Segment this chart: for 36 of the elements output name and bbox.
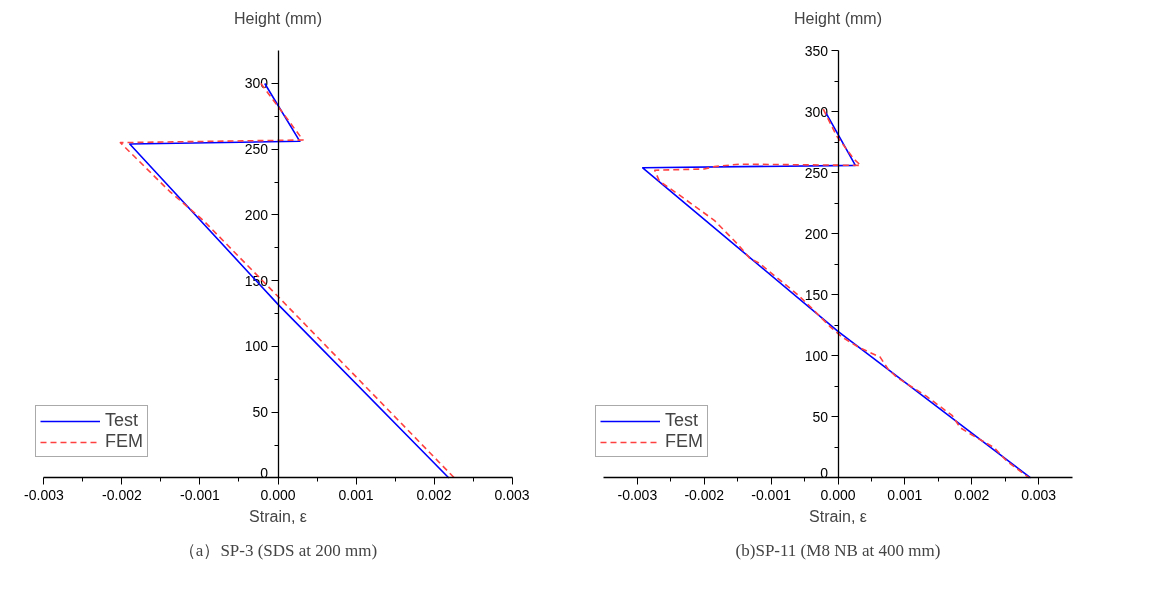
- x-tick-label: 0.001: [887, 486, 923, 503]
- legend-label: Test: [105, 410, 139, 432]
- x-tick-label: 0.003: [494, 486, 530, 503]
- y-tick-label: 50: [812, 408, 829, 425]
- text: （a）SP-3 (SDS at 200 mm): [178, 540, 378, 560]
- x-tick-label: 0.003: [1021, 486, 1057, 503]
- y-axis-title: Height (mm): [794, 9, 883, 27]
- x-tick-label: -0.001: [180, 486, 221, 503]
- y-axis-title: Height (mm): [234, 9, 323, 27]
- legend-label: Test: [665, 410, 699, 432]
- legend-label: FEM: [105, 431, 143, 453]
- x-axis-title: Strain, ε: [249, 507, 307, 525]
- y-tick-label: 200: [244, 206, 269, 223]
- x-tick-label: 0.001: [338, 486, 374, 503]
- x-tick-label: -0.002: [102, 486, 142, 503]
- x-tick-label: 0.002: [954, 486, 990, 503]
- y-tick-label: 50: [252, 404, 269, 421]
- y-tick-label: 100: [244, 338, 269, 355]
- y-tick-label: 250: [804, 164, 829, 181]
- y-tick-label: 200: [804, 225, 829, 242]
- y-tick-label: 250: [244, 141, 269, 158]
- x-tick-label: -0.001: [751, 486, 792, 503]
- x-tick-label: 0.002: [416, 486, 452, 503]
- x-tick-label: 0.000: [260, 486, 296, 503]
- y-tick-label: 100: [804, 347, 829, 364]
- x-tick-label: 0.000: [820, 486, 856, 503]
- x-axis-title: Strain, ε: [809, 507, 867, 525]
- text: (b)SP-11 (M8 NB at 400 mm): [735, 540, 941, 560]
- y-tick-label: 300: [804, 103, 829, 120]
- y-tick-label: 350: [804, 42, 829, 59]
- y-tick-label: 300: [244, 75, 269, 92]
- x-tick-label: -0.003: [617, 486, 658, 503]
- x-tick-label: -0.002: [684, 486, 725, 503]
- legend-label: FEM: [665, 431, 703, 453]
- x-tick-label: -0.003: [24, 486, 64, 503]
- y-tick-label: 150: [804, 286, 829, 303]
